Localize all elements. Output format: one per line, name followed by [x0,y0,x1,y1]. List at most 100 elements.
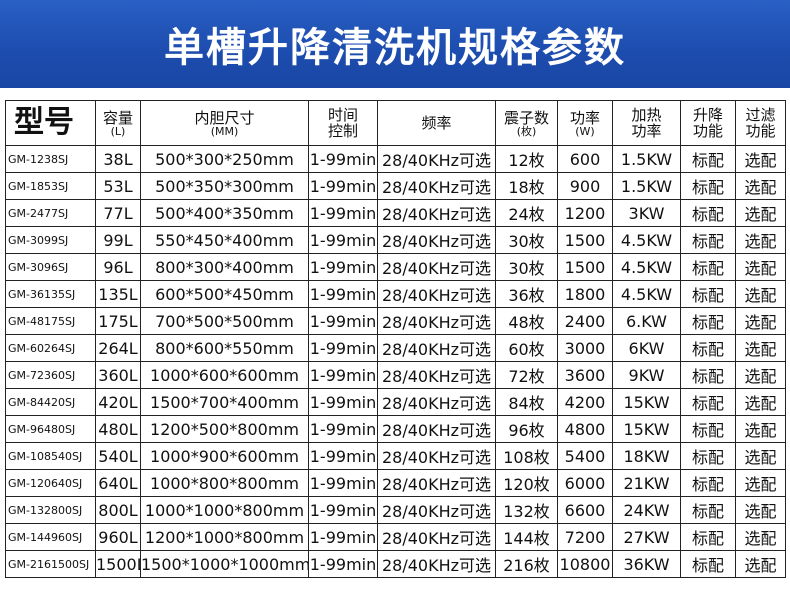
cell-heating-power: 15KW [612,388,681,416]
cell-transducers: 48枚 [495,307,558,335]
cell-lift-function: 标配 [680,550,736,578]
cell-filter-function: 选配 [735,442,786,470]
cell-model: GM-96480SJ [5,415,96,443]
cell-capacity: 960L [95,523,141,551]
cell-time-control: 1-99min [308,469,378,497]
cell-power: 1200 [557,199,613,227]
cell-inner-size: 1000*800*800mm [140,469,309,497]
cell-power: 5400 [557,442,613,470]
cell-power: 1800 [557,280,613,308]
header-label: 升降 功能 [692,106,723,140]
cell-model: GM-60264SJ [5,334,96,362]
cell-lift-function: 标配 [680,388,736,416]
cell-frequency: 28/40KHz可选 [377,550,496,578]
cell-transducers: 72枚 [495,361,558,389]
cell-capacity: 420L [95,388,141,416]
cell-frequency: 28/40KHz可选 [377,172,496,200]
cell-power: 10800 [557,550,613,578]
cell-power: 3000 [557,334,613,362]
header-unit: (L) [110,124,126,138]
cell-heating-power: 4.5KW [612,280,681,308]
table-row: GM-36135SJ 135L 600*500*450mm 1-99min 28/40K… [5,280,786,308]
cell-frequency: 28/40KHz可选 [377,226,496,254]
cell-transducers: 30枚 [495,253,558,281]
cell-lift-function: 标配 [680,361,736,389]
cell-frequency: 28/40KHz可选 [377,388,496,416]
header-label: 时间 控制 [327,106,358,140]
cell-transducers: 60枚 [495,334,558,362]
table-row: GM-3099SJ 99L 550*450*400mm 1-99min 28/40KHz… [5,226,786,254]
cell-frequency: 28/40KHz可选 [377,280,496,308]
cell-model: GM-144960SJ [5,523,96,551]
table-row: GM-72360SJ 360L 1000*600*600mm 1-99min 28/40… [5,361,786,389]
cell-lift-function: 标配 [680,280,736,308]
table-row: GM-48175SJ 175L 700*500*500mm 1-99min 28/40K… [5,307,786,335]
cell-inner-size: 1000*1000*800mm [140,496,309,524]
cell-power: 3600 [557,361,613,389]
cell-frequency: 28/40KHz可选 [377,442,496,470]
cell-power: 6600 [557,496,613,524]
page-title: 单槽升降清洗机规格参数 [164,25,626,71]
cell-filter-function: 选配 [735,361,786,389]
cell-time-control: 1-99min [308,442,378,470]
cell-transducers: 18枚 [495,172,558,200]
cell-lift-function: 标配 [680,253,736,281]
header-inner-size: 内胆尺寸 (MM) [140,100,309,146]
header-frequency: 频率 [377,100,496,146]
cell-power: 4200 [557,388,613,416]
cell-model: GM-120640SJ [5,469,96,497]
cell-capacity: 77L [95,199,141,227]
cell-capacity: 135L [95,280,141,308]
cell-heating-power: 3KW [612,199,681,227]
spec-table: 型号 容量 (L) 内胆尺寸 (MM) 时间 控制 频率 震子数 (枚) 功率 (W) 加热 功率 升降… [5,100,786,578]
cell-inner-size: 700*500*500mm [140,307,309,335]
cell-model: GM-1238SJ [5,145,96,173]
cell-lift-function: 标配 [680,172,736,200]
cell-transducers: 120枚 [495,469,558,497]
cell-frequency: 28/40KHz可选 [377,145,496,173]
cell-time-control: 1-99min [308,172,378,200]
cell-frequency: 28/40KHz可选 [377,199,496,227]
cell-inner-size: 1500*700*400mm [140,388,309,416]
cell-transducers: 108枚 [495,442,558,470]
cell-power: 2400 [557,307,613,335]
cell-capacity: 1500L [95,550,141,578]
cell-inner-size: 1200*500*800mm [140,415,309,443]
cell-time-control: 1-99min [308,334,378,362]
table-row: GM-84420SJ 420L 1500*700*400mm 1-99min 28/40… [5,388,786,416]
cell-capacity: 96L [95,253,141,281]
cell-time-control: 1-99min [308,415,378,443]
cell-transducers: 144枚 [495,523,558,551]
table-row: GM-96480SJ 480L 1200*500*800mm 1-99min 28/40… [5,415,786,443]
table-row: GM-120640SJ 640L 1000*800*800mm 1-99min 28/4… [5,469,786,497]
cell-inner-size: 1500*1000*1000mm [140,550,309,578]
cell-model: GM-36135SJ [5,280,96,308]
cell-model: GM-48175SJ [5,307,96,335]
cell-inner-size: 500*400*350mm [140,199,309,227]
header-label: 震子数 [503,108,549,127]
header-label: 加热 功率 [631,106,662,140]
cell-lift-function: 标配 [680,469,736,497]
cell-model: GM-1853SJ [5,172,96,200]
cell-heating-power: 9KW [612,361,681,389]
cell-capacity: 99L [95,226,141,254]
table-row: GM-1853SJ 53L 500*350*300mm 1-99min 28/40KHz… [5,172,786,200]
cell-capacity: 480L [95,415,141,443]
cell-lift-function: 标配 [680,307,736,335]
header-unit: (枚) [516,124,537,138]
cell-lift-function: 标配 [680,523,736,551]
cell-inner-size: 1000*600*600mm [140,361,309,389]
cell-heating-power: 4.5KW [612,253,681,281]
cell-power: 900 [557,172,613,200]
cell-filter-function: 选配 [735,307,786,335]
cell-transducers: 12枚 [495,145,558,173]
cell-capacity: 38L [95,145,141,173]
cell-filter-function: 选配 [735,496,786,524]
cell-power: 7200 [557,523,613,551]
header-unit: (W) [575,124,595,138]
header-row: 型号 容量 (L) 内胆尺寸 (MM) 时间 控制 频率 震子数 (枚) 功率 (W) 加热 功率 升降… [5,100,786,146]
cell-inner-size: 600*500*450mm [140,280,309,308]
cell-heating-power: 6.KW [612,307,681,335]
cell-power: 4800 [557,415,613,443]
cell-frequency: 28/40KHz可选 [377,253,496,281]
